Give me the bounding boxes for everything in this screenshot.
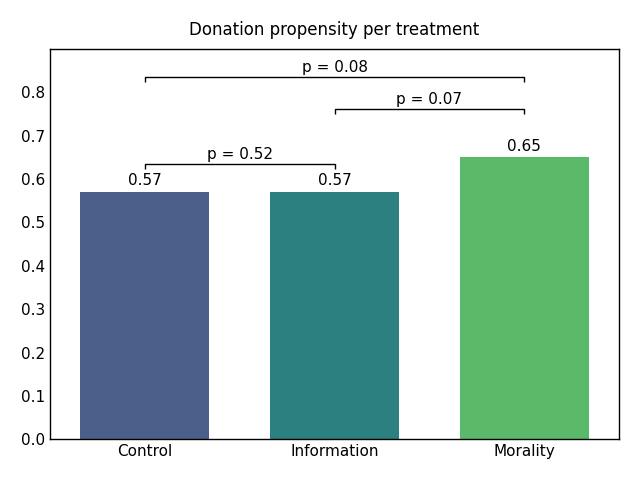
- Bar: [80, 192, 209, 439]
- Bar: [270, 192, 399, 439]
- Text: 0.57: 0.57: [128, 173, 162, 189]
- Title: Donation propensity per treatment: Donation propensity per treatment: [189, 21, 480, 39]
- Text: 0.65: 0.65: [508, 139, 541, 154]
- Text: p = 0.08: p = 0.08: [301, 60, 367, 75]
- Text: 0.57: 0.57: [317, 173, 351, 189]
- Text: p = 0.07: p = 0.07: [396, 92, 463, 107]
- Text: p = 0.52: p = 0.52: [207, 147, 273, 162]
- Bar: [460, 157, 589, 439]
